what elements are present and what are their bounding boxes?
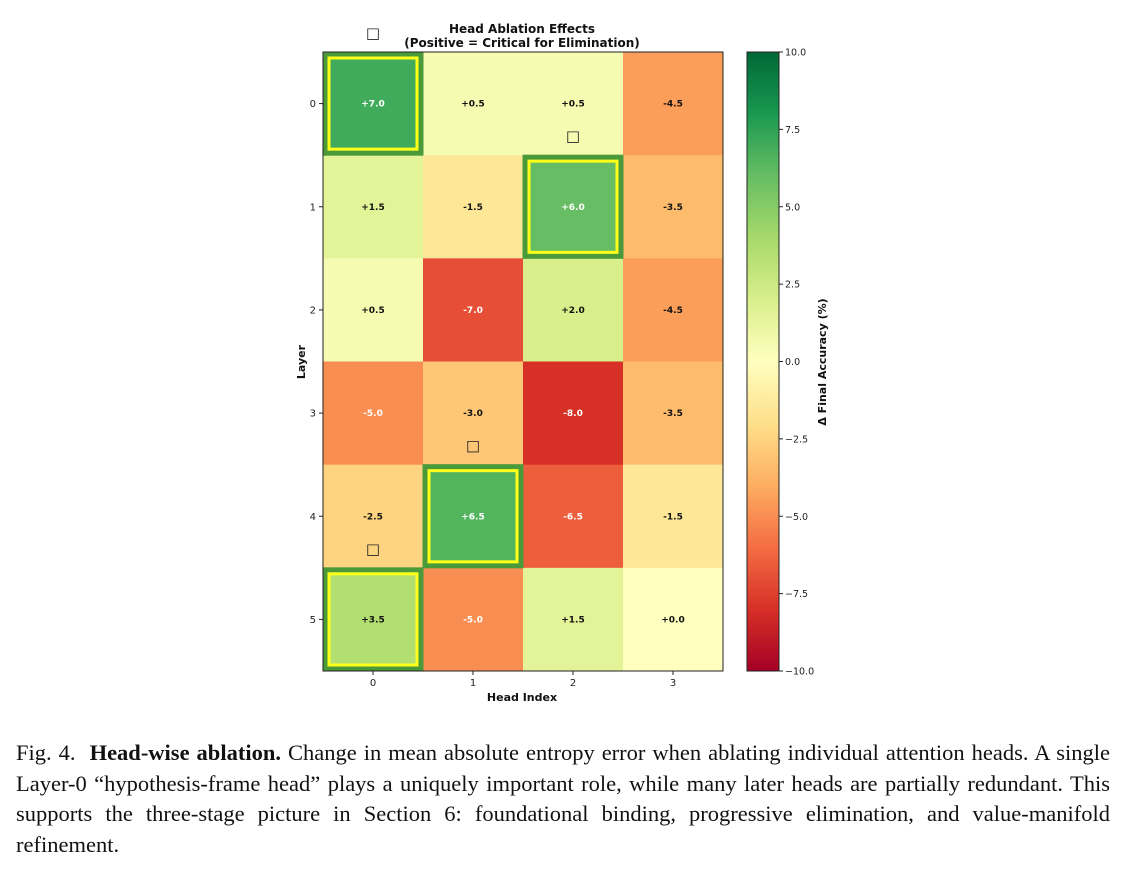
x-tick-label: 2	[570, 678, 576, 689]
heatmap-cell	[623, 361, 724, 466]
figure-caption: Fig. 4. Head-wise ablation. Change in me…	[16, 738, 1110, 860]
caption-text: Change in mean absolute entropy error wh…	[16, 740, 1111, 857]
cell-label: +6.5	[461, 512, 484, 522]
x-tick-label: 1	[470, 678, 476, 689]
y-tick-label: 2	[310, 305, 316, 316]
heatmap-cell	[523, 464, 624, 569]
heatmap-cell	[423, 155, 524, 259]
colorbar-tick-label: 5.0	[785, 202, 800, 213]
heatmap-cell	[523, 361, 624, 466]
cell-label: +1.5	[561, 615, 584, 625]
cell-label: -5.0	[463, 615, 483, 625]
heatmap-cell	[623, 155, 724, 259]
colorbar-tick-label: −5.0	[785, 512, 808, 523]
cell-marker: □	[366, 24, 380, 42]
y-axis-label: Layer	[295, 344, 308, 379]
cell-label: -4.5	[663, 306, 683, 316]
cell-label: -2.5	[363, 512, 383, 522]
heatmap-figure: Head Ablation Effects (Positive = Critic…	[295, 22, 829, 704]
colorbar-tick-label: −10.0	[785, 667, 814, 678]
y-tick-label: 0	[310, 99, 316, 110]
heatmap-cell	[323, 567, 424, 672]
colorbar-ticks: 10.0 7.5 5.0 2.5 0.0 −2.5 −5.0 −7.5 −10.0	[779, 48, 814, 678]
heatmap-cell	[423, 258, 524, 362]
cell-label: -1.5	[463, 203, 483, 213]
highlight-outer	[322, 51, 424, 156]
heatmap-cell	[323, 155, 424, 259]
plot-frame	[322, 51, 724, 672]
y-tick-label: 1	[310, 202, 316, 213]
highlight-box	[527, 159, 619, 254]
highlight-box	[427, 469, 519, 564]
cell-label: -4.5	[663, 100, 683, 110]
heatmap-cell	[323, 258, 424, 362]
cell-marker: □	[566, 127, 580, 145]
heatmap-cell	[523, 258, 624, 362]
heatmap-cell	[423, 464, 524, 569]
heatmap-cell	[623, 258, 724, 362]
colorbar-tick-label: −7.5	[785, 589, 808, 600]
heatmap-cell	[323, 361, 424, 466]
heatmap-cell	[423, 567, 524, 672]
highlight-box	[327, 572, 419, 667]
chart-subtitle: (Positive = Critical for Elimination)	[404, 36, 640, 50]
heatmap-cell	[623, 464, 724, 569]
heatmap-cell	[623, 52, 724, 156]
heatmap-cell	[423, 361, 524, 466]
x-tick-label: 3	[670, 678, 676, 689]
x-axis-ticks: 0 1 2 3	[370, 671, 676, 689]
colorbar-tick-label: 7.5	[785, 125, 800, 136]
cell-markers: □ □ □ □	[366, 24, 580, 558]
highlight-box	[327, 56, 419, 151]
cell-label: -6.5	[563, 512, 583, 522]
heatmap-cell	[323, 464, 424, 569]
colorbar-tick-label: −2.5	[785, 434, 808, 445]
heatmap-cell	[523, 52, 624, 156]
y-tick-label: 5	[310, 615, 316, 626]
cell-label: +0.5	[461, 100, 484, 110]
x-axis-label: Head Index	[487, 691, 557, 704]
highlight-boxes	[322, 51, 624, 672]
heatmap-cells: +7.0 +0.5 +0.5 -4.5 +1.5 -1.5 +6.0 -3.5 +0.5 -7.0…	[323, 52, 724, 672]
cell-label: +0.0	[661, 615, 684, 625]
heatmap-cell	[423, 52, 524, 156]
cell-label: +0.5	[561, 100, 584, 110]
cell-label: -5.0	[363, 409, 383, 419]
highlight-outer	[422, 464, 524, 569]
caption-lead: Head-wise ablation.	[89, 740, 281, 765]
highlight-outer	[322, 567, 424, 672]
cell-label: -3.0	[463, 409, 483, 419]
cell-label: +3.5	[361, 615, 384, 625]
y-tick-label: 3	[310, 409, 316, 420]
cell-label: +1.5	[361, 203, 384, 213]
caption-prefix: Fig. 4.	[16, 740, 76, 765]
colorbar-tick-label: 0.0	[785, 357, 800, 368]
cell-label: -3.5	[663, 409, 683, 419]
y-tick-label: 4	[310, 512, 316, 523]
heatmap-cell	[523, 155, 624, 259]
heatmap-cell	[623, 567, 724, 672]
colorbar-label: Δ Final Accuracy (%)	[816, 298, 829, 425]
cell-label: -1.5	[663, 512, 683, 522]
colorbar	[746, 51, 780, 672]
x-tick-label: 0	[370, 678, 376, 689]
cell-marker: □	[466, 437, 480, 455]
chart-title: Head Ablation Effects	[449, 22, 595, 36]
y-axis-ticks: 0 1 2 3 4 5	[310, 99, 323, 626]
cell-label: -7.0	[463, 306, 483, 316]
cell-label: -8.0	[563, 409, 583, 419]
cell-label: +2.0	[561, 306, 584, 316]
colorbar-tick-label: 2.5	[785, 280, 800, 291]
heatmap-cell	[523, 567, 624, 672]
highlight-outer	[522, 154, 624, 259]
cell-label: -3.5	[663, 203, 683, 213]
heatmap-cell	[323, 52, 424, 156]
cell-marker: □	[366, 540, 380, 558]
colorbar-tick-label: 10.0	[785, 48, 806, 59]
cell-label: +7.0	[361, 100, 384, 110]
cell-label: +0.5	[361, 306, 384, 316]
cell-label: +6.0	[561, 203, 584, 213]
